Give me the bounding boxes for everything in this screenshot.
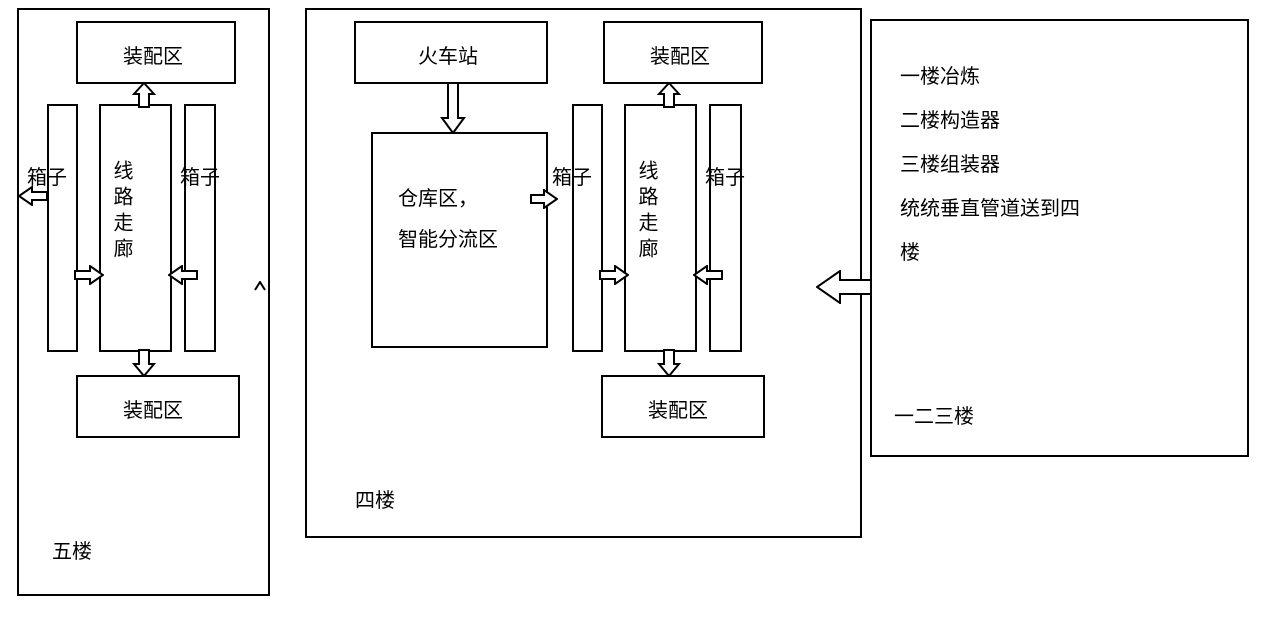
arrow-down-icon [657, 349, 681, 377]
arrow-right-icon [74, 265, 104, 285]
arrow-left-icon [816, 270, 872, 304]
floor123-line-1: 二楼构造器 [900, 99, 1080, 143]
floor123-lines: 一楼冶炼 二楼构造器 三楼组装器 统统垂直管道送到四 楼 [900, 55, 1080, 275]
floor4-warehouse-label-2: 智能分流区 [398, 223, 498, 252]
arrow-up-icon [657, 82, 681, 108]
arrow-left-icon [693, 265, 723, 285]
floor123-line-3: 统统垂直管道送到四 [900, 187, 1080, 231]
floor4-assembly-bottom-label: 装配区 [648, 394, 708, 423]
floor4-title: 四楼 [355, 484, 395, 513]
floor4-box-left-label: 箱子 [552, 161, 592, 190]
floor123-line-2: 三楼组装器 [900, 143, 1080, 187]
arrow-down-icon [132, 349, 156, 377]
floor4-box-right [709, 104, 742, 352]
floor123-line-0: 一楼冶炼 [900, 55, 1080, 99]
arrow-down-icon [440, 82, 466, 134]
floor4-box-left [572, 104, 603, 352]
arrow-right-icon [599, 265, 629, 285]
floor4-station-label: 火车站 [418, 40, 478, 69]
floor5-box-right [184, 104, 216, 352]
floor123-title: 一二三楼 [894, 400, 974, 429]
caret-icon [254, 281, 266, 291]
floor5-corridor-label: 线路走廊 [107, 160, 136, 264]
arrow-left-icon [18, 186, 48, 206]
floor5-title: 五楼 [52, 535, 92, 564]
floor4-corridor-label: 线路走廊 [632, 160, 661, 264]
arrow-up-icon [132, 82, 156, 108]
arrow-left-icon [168, 265, 198, 285]
arrow-right-icon [530, 189, 558, 209]
floor4-box-right-label: 箱子 [705, 161, 745, 190]
floor5-box-left [47, 104, 78, 352]
floor5-assembly-top-label: 装配区 [123, 40, 183, 69]
floor4-warehouse-label-1: 仓库区， [398, 182, 478, 211]
floor4-assembly-top-label: 装配区 [650, 40, 710, 69]
floor5-assembly-bottom-label: 装配区 [123, 394, 183, 423]
floor5-box-right-label: 箱子 [180, 161, 220, 190]
floor123-line-4: 楼 [900, 231, 1080, 275]
